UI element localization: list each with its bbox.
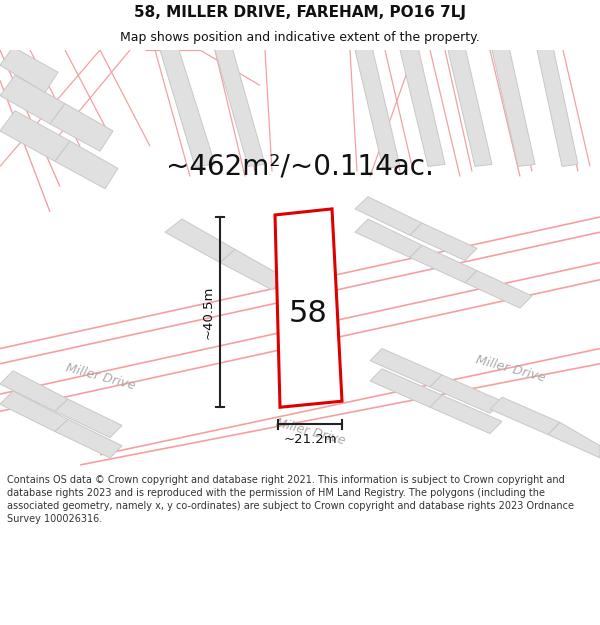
Polygon shape bbox=[370, 369, 442, 408]
Polygon shape bbox=[50, 104, 113, 151]
Polygon shape bbox=[55, 399, 122, 437]
Polygon shape bbox=[430, 395, 502, 434]
Polygon shape bbox=[355, 197, 422, 235]
Polygon shape bbox=[0, 391, 68, 431]
Polygon shape bbox=[355, 219, 422, 258]
Text: Miller Drive: Miller Drive bbox=[64, 361, 136, 392]
Text: Contains OS data © Crown copyright and database right 2021. This information is : Contains OS data © Crown copyright and d… bbox=[7, 474, 574, 524]
Polygon shape bbox=[355, 47, 400, 168]
Polygon shape bbox=[275, 209, 342, 408]
Polygon shape bbox=[400, 47, 445, 166]
Text: 58, MILLER DRIVE, FAREHAM, PO16 7LJ: 58, MILLER DRIVE, FAREHAM, PO16 7LJ bbox=[134, 5, 466, 20]
Polygon shape bbox=[160, 47, 215, 166]
Text: Map shows position and indicative extent of the property.: Map shows position and indicative extent… bbox=[120, 31, 480, 44]
Polygon shape bbox=[215, 47, 265, 166]
Polygon shape bbox=[548, 422, 600, 458]
Polygon shape bbox=[465, 271, 532, 308]
Text: ~21.2m: ~21.2m bbox=[283, 432, 337, 446]
Polygon shape bbox=[490, 397, 560, 434]
Text: Miller Drive: Miller Drive bbox=[274, 416, 346, 447]
Polygon shape bbox=[410, 223, 477, 261]
Polygon shape bbox=[220, 249, 285, 290]
Polygon shape bbox=[55, 141, 118, 189]
Polygon shape bbox=[448, 47, 492, 166]
Text: ~40.5m: ~40.5m bbox=[202, 286, 215, 339]
Polygon shape bbox=[0, 47, 58, 92]
Polygon shape bbox=[370, 349, 442, 387]
Polygon shape bbox=[410, 246, 477, 282]
Polygon shape bbox=[0, 75, 65, 124]
Text: 58: 58 bbox=[289, 299, 328, 328]
Polygon shape bbox=[0, 111, 70, 161]
Polygon shape bbox=[55, 419, 122, 458]
Text: ~462m²/~0.114ac.: ~462m²/~0.114ac. bbox=[166, 152, 434, 181]
Polygon shape bbox=[165, 219, 235, 262]
Polygon shape bbox=[430, 375, 502, 413]
Text: Miller Drive: Miller Drive bbox=[474, 353, 546, 384]
Polygon shape bbox=[492, 47, 535, 166]
Polygon shape bbox=[537, 47, 578, 166]
Polygon shape bbox=[0, 371, 68, 411]
